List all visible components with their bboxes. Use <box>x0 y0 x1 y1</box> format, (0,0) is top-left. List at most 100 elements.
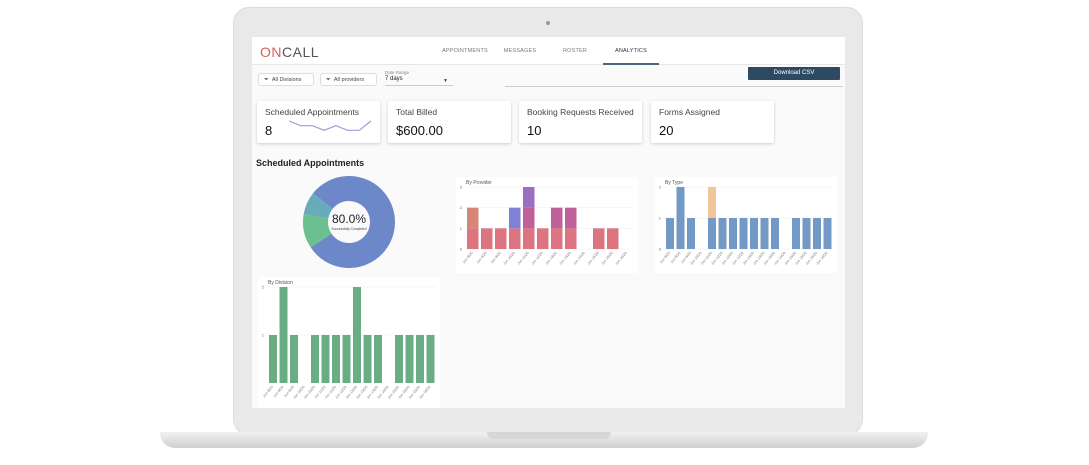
card-value: 20 <box>659 123 674 138</box>
card-title: Total Billed <box>396 107 438 117</box>
bar[interactable] <box>495 228 507 249</box>
tab-roster[interactable]: ROSTER <box>562 48 588 54</box>
y-tick-label: 3 <box>460 185 463 190</box>
donut-value: 80.0% <box>332 212 366 226</box>
bar[interactable] <box>565 228 577 249</box>
app-screen: ONCALL APPOINTMENTS MESSAGES ROSTER ANAL… <box>252 37 845 408</box>
x-tick-label: Jun 8/20 <box>262 385 274 398</box>
section-title: Scheduled Appointments <box>256 158 365 168</box>
bar[interactable] <box>823 218 832 249</box>
stat-card-scheduled: Scheduled Appointments 8 <box>257 101 380 143</box>
x-tick-label: Jun 8/20 <box>462 251 474 264</box>
card-value: 10 <box>527 123 542 138</box>
bar[interactable] <box>676 187 685 249</box>
x-tick-label: Jun 11/20 <box>517 251 530 265</box>
card-value: $600.00 <box>396 123 443 138</box>
download-csv-button[interactable]: Download CSV <box>748 67 840 80</box>
bar[interactable] <box>332 335 340 383</box>
date-range-select[interactable]: Date Range 7 days ▼ <box>385 70 453 86</box>
bar[interactable] <box>551 228 563 249</box>
bar[interactable] <box>792 218 800 249</box>
tab-analytics[interactable]: ANALYTICS <box>615 48 647 54</box>
divisions-label: All Divisions <box>271 77 302 83</box>
bar[interactable] <box>593 228 605 249</box>
date-range-label: Date Range <box>385 70 410 75</box>
chart-title: By Type <box>665 180 683 186</box>
bar[interactable] <box>565 207 577 229</box>
laptop-notch <box>487 432 611 439</box>
bar[interactable] <box>363 335 372 383</box>
bar[interactable] <box>813 218 821 249</box>
bar[interactable] <box>426 335 435 383</box>
donut-slice <box>303 214 332 248</box>
bar[interactable] <box>708 187 716 218</box>
bar[interactable] <box>729 218 737 249</box>
tab-appointments[interactable]: APPOINTMENTS <box>442 48 488 54</box>
bar[interactable] <box>760 218 769 249</box>
bar[interactable] <box>467 207 479 229</box>
stat-card-forms: Forms Assigned 20 <box>651 101 774 143</box>
bar[interactable] <box>523 228 535 249</box>
bar[interactable] <box>416 335 424 383</box>
x-tick-label: Jun 9/20 <box>490 251 502 264</box>
bar[interactable] <box>509 228 521 249</box>
bar[interactable] <box>509 207 521 229</box>
bar[interactable] <box>279 287 288 383</box>
x-tick-label: Jun 15/20 <box>601 251 614 266</box>
bar[interactable] <box>771 218 779 249</box>
x-tick-label: Jun 12/20 <box>531 251 544 266</box>
y-tick-label: 0 <box>659 247 662 252</box>
bar[interactable] <box>290 335 298 383</box>
x-tick-label: Jun 9/20 <box>283 385 295 398</box>
y-tick-label: 0 <box>460 247 463 252</box>
bar[interactable] <box>481 228 493 249</box>
bar[interactable] <box>342 335 351 383</box>
bar[interactable] <box>523 207 535 229</box>
logo[interactable]: ONCALL <box>260 44 319 60</box>
bar[interactable] <box>739 218 748 249</box>
tab-messages[interactable]: MESSAGES <box>503 48 537 54</box>
chart-title: By Provider <box>466 180 492 186</box>
x-tick-label: Jun 8/20 <box>659 251 671 264</box>
x-tick-label: Jun 8/20 <box>273 385 285 398</box>
bar[interactable] <box>311 335 319 383</box>
bar[interactable] <box>687 218 695 249</box>
x-tick-label: Jun 14/20 <box>573 251 586 266</box>
bar[interactable] <box>321 335 330 383</box>
y-tick-label: 1 <box>659 216 662 221</box>
sparkline <box>288 120 372 131</box>
date-range-value: 7 days <box>385 76 403 82</box>
logo-on: ON <box>260 44 282 60</box>
camera <box>546 21 550 25</box>
y-tick-label: 2 <box>262 285 265 290</box>
bar[interactable] <box>708 218 716 249</box>
y-tick-label: 2 <box>460 205 463 210</box>
divisions-filter-button[interactable]: ⏷ All Divisions <box>258 73 314 86</box>
bar[interactable] <box>802 218 811 249</box>
x-tick-label: Jun 8/20 <box>670 251 682 264</box>
bar[interactable] <box>269 335 277 383</box>
bar[interactable] <box>607 228 619 249</box>
donut-slice <box>310 176 395 268</box>
bar[interactable] <box>374 335 382 383</box>
bar[interactable] <box>718 218 727 249</box>
top-bar: ONCALL APPOINTMENTS MESSAGES ROSTER ANAL… <box>252 37 845 65</box>
bar[interactable] <box>467 228 479 249</box>
bar[interactable] <box>537 228 549 249</box>
bar[interactable] <box>551 207 563 229</box>
providers-filter-button[interactable]: ⏷ All providers <box>320 73 377 86</box>
bar[interactable] <box>523 187 535 208</box>
completion-donut: 80.0% Successfully Completed <box>303 176 395 268</box>
stat-card-booking-requests: Booking Requests Received 10 <box>519 101 642 143</box>
bar[interactable] <box>353 287 361 383</box>
bar[interactable] <box>750 218 758 249</box>
bar[interactable] <box>666 218 674 249</box>
card-title: Booking Requests Received <box>527 107 634 117</box>
bar[interactable] <box>395 335 403 383</box>
divider <box>505 86 843 87</box>
laptop-base <box>160 432 928 448</box>
bar[interactable] <box>405 335 414 383</box>
